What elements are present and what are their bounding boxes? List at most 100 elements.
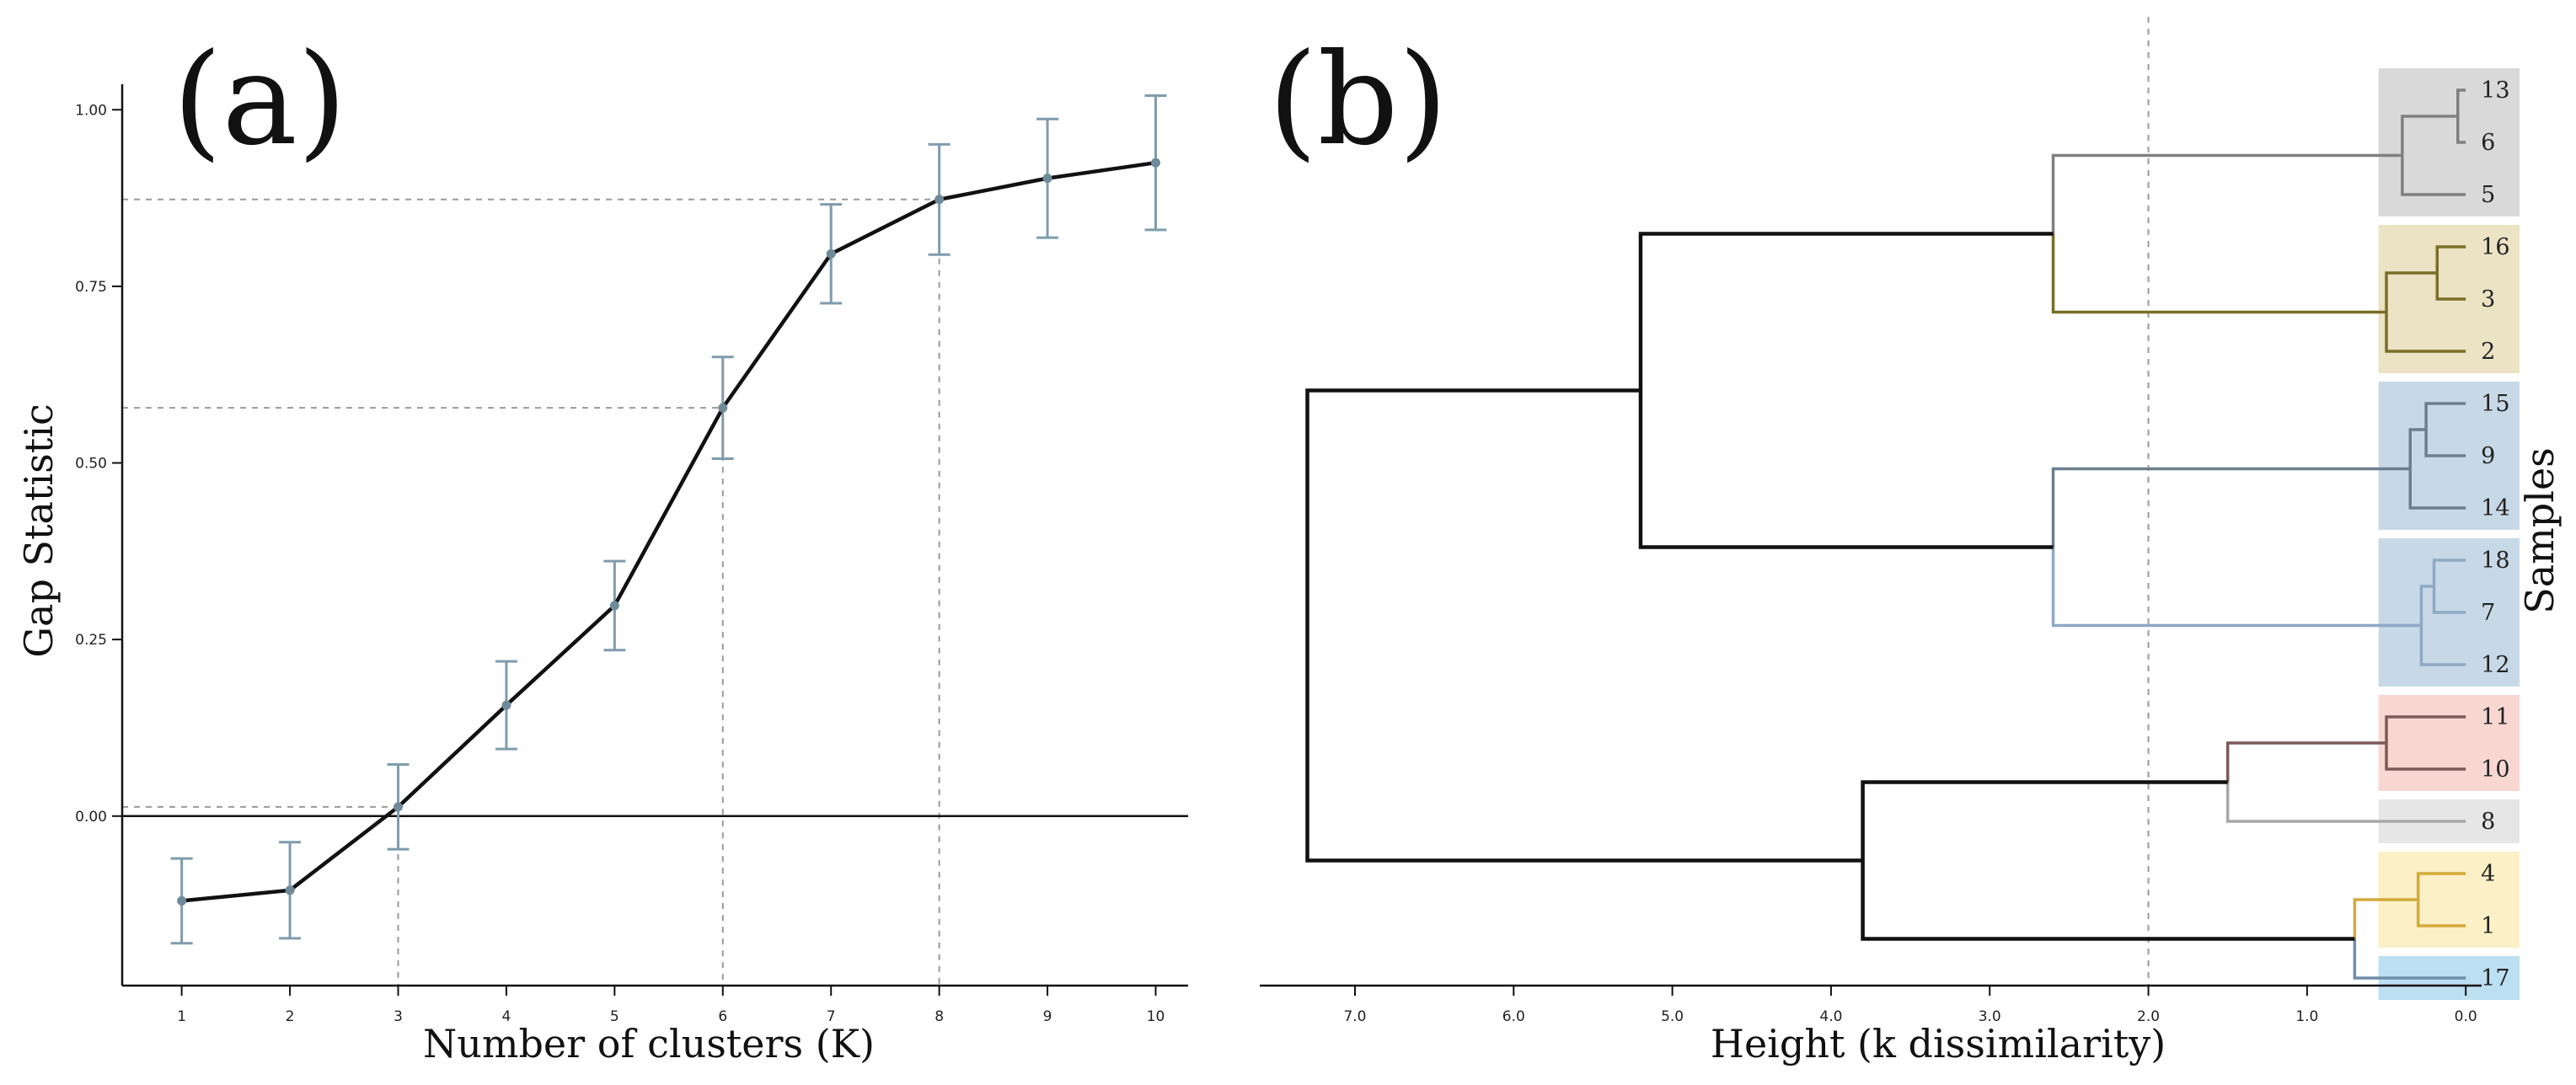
branch xyxy=(2456,116,2466,144)
data-point xyxy=(718,403,728,413)
x-tick-label: 0.0 xyxy=(2455,1008,2477,1025)
x-tick-label: 6.0 xyxy=(1502,1008,1525,1025)
y-tick-label: 1.00 xyxy=(75,102,107,119)
panel-b-label: (b) xyxy=(1268,27,1448,174)
panel-a-label: (a) xyxy=(173,27,346,174)
x-axis-title: Height (k dissimilarity) xyxy=(1711,1021,2166,1066)
dendrogram-panel: (b) 13 6 5 16 3 2 15 9 14 18 7 12 11 10 8 4 1 17 7.0 6.0 5.… xyxy=(1260,17,2563,1066)
data-point xyxy=(826,249,836,259)
leaf-label: 13 xyxy=(2481,78,2509,104)
data-point xyxy=(935,195,945,205)
x-tick-label: 3 xyxy=(394,1008,403,1025)
leaf-label: 3 xyxy=(2481,286,2495,313)
leaf-label: 17 xyxy=(2481,965,2509,991)
branch xyxy=(2353,938,2466,980)
x-tick-label: 4 xyxy=(501,1008,511,1025)
gap-line xyxy=(181,160,1156,903)
data-point xyxy=(393,802,403,812)
leaf-label: 1 xyxy=(2481,913,2495,939)
branch xyxy=(2385,743,2466,771)
y-tick-label: 0.50 xyxy=(75,456,107,473)
branch xyxy=(2435,245,2466,273)
branch xyxy=(1861,780,2228,861)
branch xyxy=(2408,428,2427,469)
reference-lines xyxy=(122,198,940,986)
branch xyxy=(2385,715,2466,743)
leaf-label: 7 xyxy=(2481,600,2495,626)
data-point xyxy=(1042,174,1052,184)
data-point xyxy=(1150,158,1160,168)
branch xyxy=(2051,233,2387,314)
x-tick-label: 1.0 xyxy=(2295,1008,2318,1025)
dendrogram-branches xyxy=(1305,88,2466,980)
y-tick-label: 0.25 xyxy=(75,632,107,649)
branch xyxy=(1861,860,2355,941)
x-tick-label: 2 xyxy=(286,1008,295,1025)
x-tick-label: 8 xyxy=(935,1008,944,1025)
cluster-box xyxy=(2378,695,2520,791)
leaf-label: 15 xyxy=(2481,391,2509,417)
x-tick-label: 6 xyxy=(718,1008,727,1025)
branch xyxy=(2225,741,2387,783)
leaf-label: 4 xyxy=(2481,861,2495,887)
branch xyxy=(2225,782,2466,823)
x-tick-label: 3.0 xyxy=(1979,1008,2001,1025)
branch xyxy=(1638,390,2054,549)
branch xyxy=(2416,872,2466,900)
y-tick-label: 0.75 xyxy=(75,279,107,296)
y-axis-title: Samples xyxy=(2517,447,2563,614)
data-point xyxy=(177,895,187,906)
data-point xyxy=(609,601,619,611)
branch xyxy=(2419,585,2434,626)
leaf-label: 2 xyxy=(2481,339,2495,365)
branch xyxy=(2424,430,2466,457)
leaf-label: 16 xyxy=(2481,234,2509,260)
branch xyxy=(2051,467,2411,548)
leaf-label: 12 xyxy=(2481,652,2509,678)
branch xyxy=(2401,155,2466,196)
x-tick-label: 2.0 xyxy=(2137,1008,2160,1025)
branch xyxy=(2435,273,2466,301)
branch xyxy=(2385,271,2438,313)
data-point xyxy=(501,700,511,710)
y-axis-title: Gap Statistic xyxy=(16,404,62,657)
y-tick-label: 0.00 xyxy=(75,809,107,826)
branch xyxy=(2419,625,2466,666)
branch xyxy=(1305,625,1863,863)
branch xyxy=(1638,232,2054,391)
leaf-label: 5 xyxy=(2481,182,2495,208)
leaf-label: 8 xyxy=(2481,809,2495,835)
branch xyxy=(2401,115,2458,156)
x-tick-label: 5.0 xyxy=(1661,1008,1684,1025)
branch xyxy=(2416,900,2466,927)
x-tick-label: 9 xyxy=(1043,1008,1052,1025)
x-tick-label: 7 xyxy=(827,1008,836,1025)
branch xyxy=(2432,586,2466,614)
leaf-labels: 13 6 5 16 3 2 15 9 14 18 7 12 11 10 8 4 1 17 xyxy=(2481,78,2509,991)
gap-points xyxy=(177,158,1160,906)
branch xyxy=(2424,402,2466,430)
branch xyxy=(2385,312,2466,353)
branch xyxy=(2051,547,2422,628)
data-point xyxy=(285,885,295,895)
x-axis-title: Number of clusters (K) xyxy=(423,1021,875,1066)
cluster-boxes xyxy=(2378,68,2520,1000)
x-tick-label: 7.0 xyxy=(1343,1008,1366,1025)
x-tick-label: 4.0 xyxy=(1819,1008,1842,1025)
x-tick-label: 10 xyxy=(1147,1008,1165,1025)
y-ticks: 0.00 0.25 0.50 0.75 1.00 xyxy=(75,102,122,826)
leaf-label: 9 xyxy=(2481,443,2495,469)
branch xyxy=(2051,153,2402,234)
branch xyxy=(1305,388,1641,626)
leaf-label: 18 xyxy=(2481,548,2509,574)
x-tick-label: 5 xyxy=(610,1008,619,1025)
leaf-label: 11 xyxy=(2481,704,2509,730)
branch xyxy=(2456,88,2466,116)
branch xyxy=(2432,559,2466,586)
leaf-label: 10 xyxy=(2481,756,2509,783)
branch xyxy=(2353,898,2418,939)
branch xyxy=(2408,468,2466,510)
gap-statistic-panel: (a) 0.00 0.25 0.50 0.75 1.00 1 2 3 4 5 6 7 8 9 10 Num… xyxy=(16,27,1188,1066)
x-tick-label: 1 xyxy=(177,1008,186,1025)
